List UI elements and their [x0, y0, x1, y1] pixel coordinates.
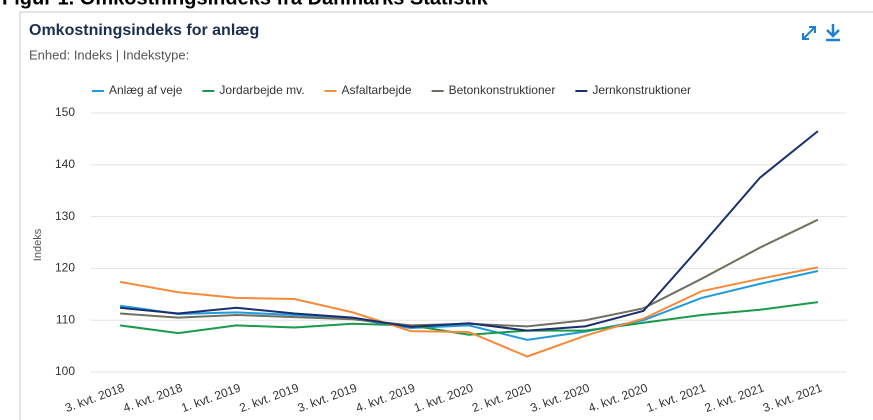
download-icon[interactable]	[826, 24, 840, 42]
series-line	[119, 301, 819, 336]
series-line	[119, 270, 819, 341]
legend-label: Jordarbejde mv.	[219, 83, 304, 97]
y-tick-label: 150	[55, 105, 75, 119]
legend-label: Asfaltarbejde	[342, 83, 412, 97]
legend-label: Betonkonstruktioner	[449, 83, 556, 97]
legend-label: Anlæg af veje	[109, 83, 183, 97]
legend-label: Jernkonstruktioner	[592, 83, 691, 97]
panel	[19, 11, 873, 420]
y-tick-label: 140	[55, 157, 75, 171]
expand-icon[interactable]	[802, 26, 816, 40]
chart-subtitle: Enhed: Indeks | Indekstype:	[29, 47, 189, 62]
y-tick-label: 120	[55, 261, 75, 275]
y-axis-title: Indeks	[32, 228, 44, 261]
series-line	[120, 130, 819, 332]
page-heading: Figur 1. Omkostningsindeks fra Danmarks …	[2, 0, 489, 9]
series-line	[119, 266, 819, 358]
y-tick-label: 100	[55, 364, 75, 378]
y-tick-label: 130	[55, 209, 75, 223]
y-tick-label: 110	[56, 312, 75, 326]
chart-title: Omkostningsindeks for anlæg	[29, 22, 259, 39]
